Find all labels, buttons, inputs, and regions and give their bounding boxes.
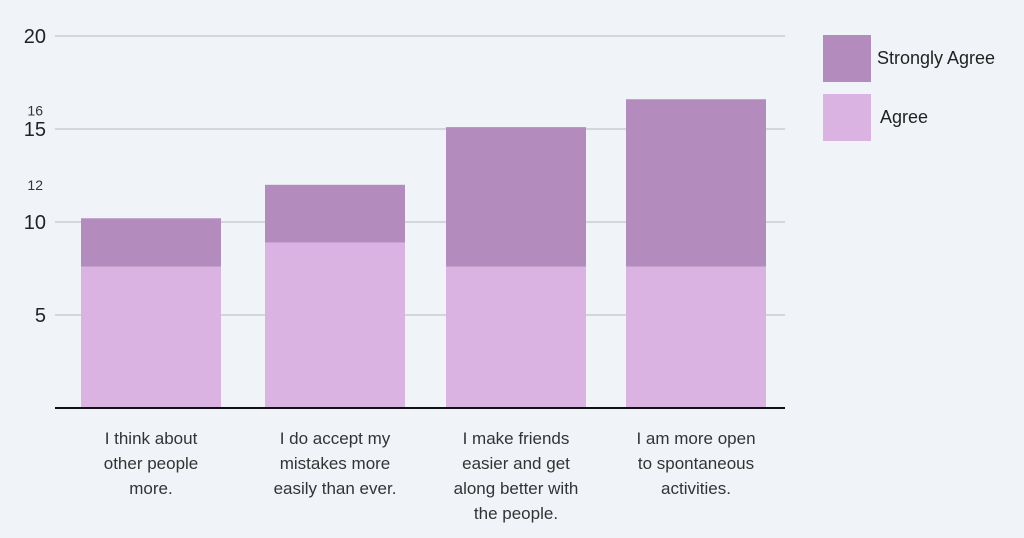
x-category-label-line: I think about bbox=[105, 429, 198, 448]
axes: 5 10 15 20 16 12 I think about other people more… bbox=[24, 26, 785, 523]
y-tick-label-10: 10 bbox=[24, 212, 46, 234]
annotation-12: 12 bbox=[27, 177, 43, 193]
y-tick-label-20: 20 bbox=[24, 26, 46, 48]
bar-agree-0 bbox=[81, 266, 221, 408]
bars bbox=[81, 99, 766, 408]
x-category-label-1: I do accept my mistakes more easily than e… bbox=[274, 429, 397, 498]
bar-agree-2 bbox=[446, 266, 586, 408]
x-category-label-line: along better with bbox=[454, 479, 579, 498]
x-category-label-line: I do accept my bbox=[280, 429, 391, 448]
x-category-label-line: the people. bbox=[474, 504, 558, 523]
x-category-label-line: I am more open bbox=[636, 429, 755, 448]
bar-agree-3 bbox=[626, 266, 766, 408]
x-category-label-3: I am more open to spontaneous activities. bbox=[636, 429, 755, 498]
y-tick-label-15: 15 bbox=[24, 119, 46, 141]
legend-label-1: Agree bbox=[880, 107, 928, 127]
legend-label-0: Strongly Agree bbox=[877, 48, 995, 68]
annotation-16: 16 bbox=[27, 102, 43, 118]
bar-agree-1 bbox=[265, 242, 405, 408]
y-tick-label-5: 5 bbox=[35, 305, 46, 327]
legend: Strongly Agree Agree bbox=[823, 35, 995, 141]
x-category-label-line: mistakes more bbox=[280, 454, 391, 473]
bar-strongly-agree-3 bbox=[626, 99, 766, 267]
x-category-label-0: I think about other people more. bbox=[104, 429, 199, 498]
x-category-label-line: easily than ever. bbox=[274, 479, 397, 498]
x-category-label-line: more. bbox=[129, 479, 172, 498]
legend-swatch-0 bbox=[823, 35, 871, 82]
x-category-label-line: to spontaneous bbox=[638, 454, 754, 473]
x-category-label-2: I make friends easier and get along better… bbox=[454, 429, 579, 523]
legend-swatch-1 bbox=[823, 94, 871, 141]
x-category-label-line: activities. bbox=[661, 479, 731, 498]
bar-strongly-agree-0 bbox=[81, 218, 221, 267]
bar-strongly-agree-1 bbox=[265, 184, 405, 243]
x-category-label-line: easier and get bbox=[462, 454, 570, 473]
x-category-label-line: I make friends bbox=[463, 429, 570, 448]
x-category-label-line: other people bbox=[104, 454, 199, 473]
bar-strongly-agree-2 bbox=[446, 127, 586, 267]
